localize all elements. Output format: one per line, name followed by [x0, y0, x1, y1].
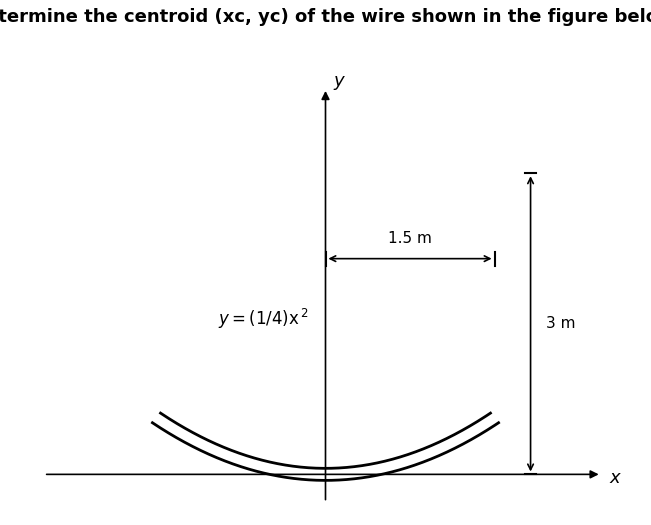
- Text: Determine the centroid (xc, yc) of the wire shown in the figure below.: Determine the centroid (xc, yc) of the w…: [0, 8, 651, 26]
- Text: 1.5 m: 1.5 m: [388, 230, 432, 246]
- Text: x: x: [609, 469, 620, 487]
- Text: $y = (1/4)\mathsf{x}^{\,2}$: $y = (1/4)\mathsf{x}^{\,2}$: [218, 307, 309, 331]
- Text: 3 m: 3 m: [546, 317, 576, 331]
- Text: y: y: [333, 72, 344, 90]
